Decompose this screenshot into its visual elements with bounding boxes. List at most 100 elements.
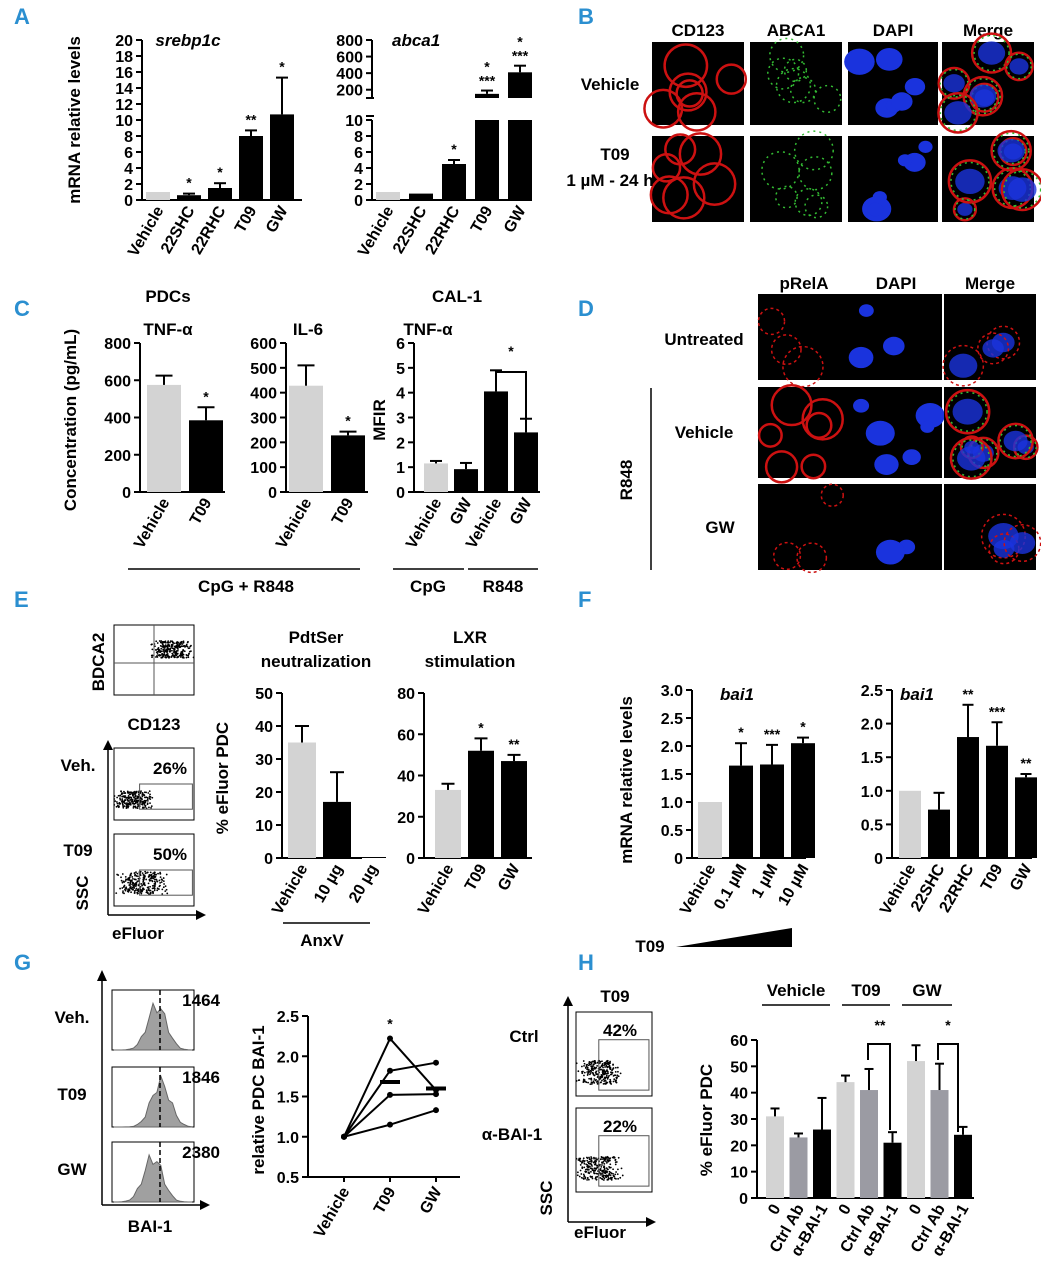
nucleus xyxy=(904,77,926,96)
event-dot xyxy=(611,1069,613,1072)
micrograph-tile xyxy=(848,136,938,222)
event-dot xyxy=(159,650,161,652)
event-dot xyxy=(147,886,150,889)
event-dot xyxy=(592,1169,595,1172)
event-dot xyxy=(132,805,135,808)
event-dot xyxy=(580,1162,583,1164)
event-dot xyxy=(141,795,144,798)
abca1-signal xyxy=(767,57,800,90)
event-dot xyxy=(603,1069,605,1071)
group-label: T09 xyxy=(635,937,664,956)
panel-letter-F: F xyxy=(578,587,591,612)
y-tick-label: 400 xyxy=(250,386,277,403)
nucleus xyxy=(897,154,913,167)
event-dot xyxy=(172,651,175,654)
event-dot xyxy=(587,1162,590,1165)
bar-GW-lower xyxy=(508,120,532,200)
event-dot xyxy=(601,1064,604,1067)
chart-title: stimulation xyxy=(425,652,516,671)
y-tick-label: 0 xyxy=(354,193,363,210)
gate-percent: 50% xyxy=(153,845,187,864)
event-dot xyxy=(603,1162,606,1165)
event-dot xyxy=(604,1063,606,1066)
event-dot xyxy=(599,1163,601,1166)
event-dot xyxy=(591,1177,594,1180)
event-dot xyxy=(590,1083,593,1085)
event-dot xyxy=(151,656,153,659)
category-label: 10 µg xyxy=(311,862,346,906)
y-tick-label: 600 xyxy=(250,336,277,353)
event-dot xyxy=(582,1081,585,1084)
event-dot xyxy=(611,1176,614,1179)
significance-mark: ** xyxy=(246,111,257,127)
bar-α-BAI-1 xyxy=(883,1142,902,1198)
nucleus xyxy=(957,446,986,471)
cell-membrane xyxy=(1000,167,1041,212)
event-dot xyxy=(133,882,135,885)
y-tick-label: 60 xyxy=(397,727,415,744)
event-dot xyxy=(596,1175,599,1178)
event-dot xyxy=(137,875,139,878)
y-tick-label: 0 xyxy=(264,851,273,868)
event-dot xyxy=(134,878,137,881)
event-dot xyxy=(605,1161,608,1164)
event-dot xyxy=(612,1074,615,1077)
bracket-line xyxy=(867,1043,891,1130)
event-dot xyxy=(157,872,159,875)
event-dot xyxy=(150,643,153,646)
cell-membrane xyxy=(937,92,979,134)
event-dot xyxy=(124,799,127,802)
event-dot xyxy=(182,640,185,643)
cell-membrane xyxy=(952,197,978,222)
event-dot xyxy=(145,807,148,810)
y-tick-label: 14 xyxy=(115,81,133,98)
event-dot xyxy=(610,1071,613,1074)
bar-Ctrl Ab xyxy=(789,1137,808,1198)
nucleus xyxy=(844,48,875,75)
bar-0 xyxy=(766,1116,784,1198)
event-dot xyxy=(605,1064,608,1067)
event-dot xyxy=(134,874,136,877)
event-dot xyxy=(595,1172,598,1175)
category-label: GW xyxy=(417,1184,446,1217)
y-tick-label: 12 xyxy=(115,97,133,114)
category-label: 0 xyxy=(836,1201,855,1217)
nucleus xyxy=(952,398,983,425)
event-dot xyxy=(146,796,149,799)
event-dot xyxy=(127,797,130,800)
event-dot xyxy=(144,870,147,873)
event-dot xyxy=(135,875,138,877)
event-dot xyxy=(117,806,120,808)
event-dot xyxy=(170,643,173,646)
event-dot xyxy=(173,654,176,657)
nucleus xyxy=(993,539,1015,558)
event-dot xyxy=(141,888,144,890)
event-dot xyxy=(601,1079,603,1082)
event-dot xyxy=(124,880,127,882)
event-dot xyxy=(155,651,158,654)
event-dot xyxy=(588,1160,591,1163)
event-dot xyxy=(604,1061,607,1064)
event-dot xyxy=(182,641,185,644)
event-dot xyxy=(614,1080,617,1083)
event-dot xyxy=(136,803,139,805)
event-dot xyxy=(180,652,182,655)
event-dot xyxy=(119,798,122,801)
event-dot xyxy=(148,893,150,896)
chart-title: PdtSer xyxy=(289,628,344,647)
cell-membrane xyxy=(962,75,1004,117)
y-tick-label: 50 xyxy=(730,1059,748,1076)
event-dot xyxy=(158,879,161,882)
event-dot xyxy=(137,799,140,802)
event-dot xyxy=(185,643,188,646)
event-dot xyxy=(153,871,156,874)
event-dot xyxy=(177,641,180,644)
event-dot xyxy=(591,1165,593,1167)
event-dot xyxy=(592,1080,595,1083)
event-dot xyxy=(172,654,174,656)
event-dot xyxy=(617,1070,619,1073)
event-dot xyxy=(150,654,153,657)
event-dot xyxy=(598,1062,601,1065)
bar-22SHC xyxy=(177,195,201,200)
